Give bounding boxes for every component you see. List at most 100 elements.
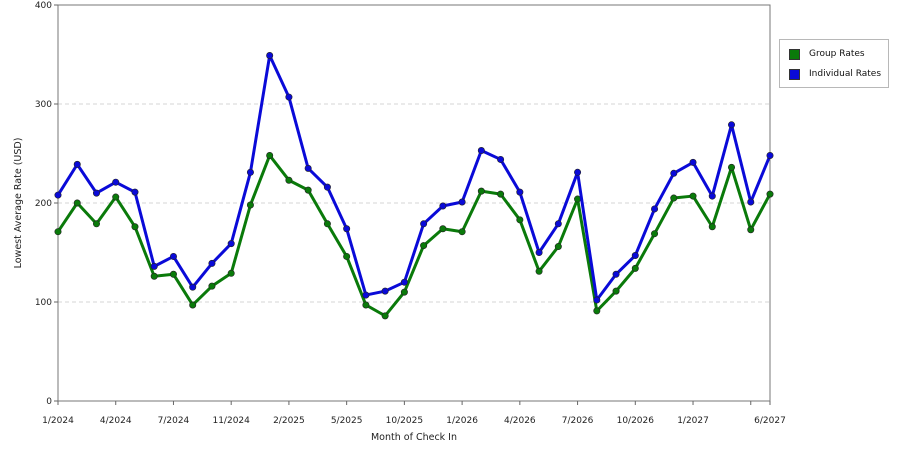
data-point-individual-rates [54, 191, 62, 199]
x-tick-label: 7/2024 [158, 416, 190, 426]
data-point-group-rates [323, 220, 331, 228]
data-point-individual-rates [708, 192, 716, 200]
series-individual-rates [54, 51, 774, 304]
data-point-group-rates [400, 288, 408, 296]
series-line-individual-rates [56, 53, 772, 302]
legend-item-individual-rates: Individual Rates [789, 67, 881, 81]
data-point-group-rates [54, 228, 62, 236]
data-point-individual-rates [554, 220, 562, 228]
y-tick-label: 100 [35, 298, 52, 308]
data-point-group-rates [343, 252, 351, 260]
data-point-group-rates [189, 301, 197, 309]
data-point-group-rates [227, 269, 235, 277]
data-point-group-rates [362, 301, 370, 309]
data-point-individual-rates [73, 160, 81, 168]
x-tick-label: 4/2024 [100, 416, 132, 426]
data-point-individual-rates [246, 168, 254, 176]
y-tick-label: 400 [35, 1, 52, 11]
data-point-individual-rates [497, 155, 505, 163]
data-point-individual-rates [400, 278, 408, 286]
data-point-group-rates [670, 194, 678, 202]
data-point-group-rates [593, 307, 601, 315]
data-point-individual-rates [169, 252, 177, 260]
data-point-group-rates [458, 228, 466, 236]
series-line-group-rates [56, 153, 772, 318]
data-point-individual-rates [612, 270, 620, 278]
legend-item-group-rates: Group Rates [789, 47, 865, 61]
data-point-individual-rates [670, 169, 678, 177]
data-point-individual-rates [208, 259, 216, 267]
data-point-group-rates [266, 151, 274, 159]
data-point-group-rates [747, 226, 755, 234]
y-axis: 0 100 200 300 400 [35, 1, 58, 407]
y-tick-label: 200 [35, 199, 52, 209]
data-point-group-rates [535, 267, 543, 275]
x-tick-label: 11/2024 [212, 416, 250, 426]
data-point-group-rates [208, 282, 216, 290]
data-point-group-rates [612, 287, 620, 295]
data-point-individual-rates [477, 147, 485, 155]
data-point-group-rates [497, 190, 505, 198]
data-point-individual-rates [362, 291, 370, 299]
data-point-group-rates [439, 225, 447, 233]
legend-label-group-rates: Group Rates [809, 49, 865, 59]
x-tick-label: 4/2026 [504, 416, 536, 426]
data-point-individual-rates [381, 287, 389, 295]
legend: Group Rates Individual Rates [779, 39, 889, 88]
data-point-individual-rates [728, 121, 736, 129]
x-axis-title: Month of Check In [371, 432, 457, 443]
y-axis-title: Lowest Average Rate (USD) [13, 138, 24, 269]
data-point-group-rates [516, 216, 524, 224]
data-point-individual-rates [112, 178, 120, 186]
data-point-individual-rates [323, 183, 331, 191]
legend-swatch-individual-rates [789, 68, 800, 80]
x-tick-label: 2/2025 [273, 416, 305, 426]
data-point-individual-rates [458, 198, 466, 206]
data-point-group-rates [285, 176, 293, 184]
data-point-group-rates [554, 243, 562, 251]
data-point-individual-rates [574, 168, 582, 176]
data-point-group-rates [92, 220, 100, 228]
data-point-individual-rates [266, 51, 274, 59]
x-tick-label: 6/2027 [754, 416, 786, 426]
data-point-individual-rates [535, 249, 543, 257]
data-point-individual-rates [747, 198, 755, 206]
data-point-individual-rates [516, 188, 524, 196]
data-point-individual-rates [689, 158, 697, 166]
data-point-individual-rates [285, 93, 293, 101]
y-tick-label: 300 [35, 100, 52, 110]
data-point-individual-rates [131, 188, 139, 196]
series-group-rates [54, 151, 774, 320]
legend-label-individual-rates: Individual Rates [809, 69, 882, 79]
data-point-group-rates [150, 272, 158, 280]
data-point-group-rates [420, 242, 428, 250]
data-point-individual-rates [631, 251, 639, 259]
data-point-individual-rates [343, 225, 351, 233]
x-tick-label: 1/2026 [446, 416, 478, 426]
data-point-group-rates [246, 201, 254, 209]
data-point-individual-rates [227, 240, 235, 248]
data-point-individual-rates [189, 283, 197, 291]
data-point-group-rates [131, 223, 139, 231]
x-tick-label: 7/2026 [562, 416, 594, 426]
data-point-group-rates [728, 163, 736, 171]
x-tick-label: 1/2024 [42, 416, 74, 426]
data-point-group-rates [169, 270, 177, 278]
data-point-group-rates [381, 312, 389, 320]
x-tick-label: 10/2026 [617, 416, 655, 426]
data-point-group-rates [112, 193, 120, 201]
y-tick-label: 0 [46, 397, 52, 407]
data-point-group-rates [651, 230, 659, 238]
series-layer [54, 51, 774, 320]
data-point-individual-rates [766, 151, 774, 159]
data-point-individual-rates [420, 220, 428, 228]
legend-swatch-group-rates [789, 48, 800, 60]
data-point-individual-rates [304, 164, 312, 172]
data-point-group-rates [73, 199, 81, 207]
data-point-individual-rates [593, 296, 601, 304]
x-tick-label: 10/2025 [386, 416, 423, 426]
data-point-individual-rates [651, 205, 659, 213]
data-point-individual-rates [150, 262, 158, 270]
data-point-group-rates [689, 192, 697, 200]
